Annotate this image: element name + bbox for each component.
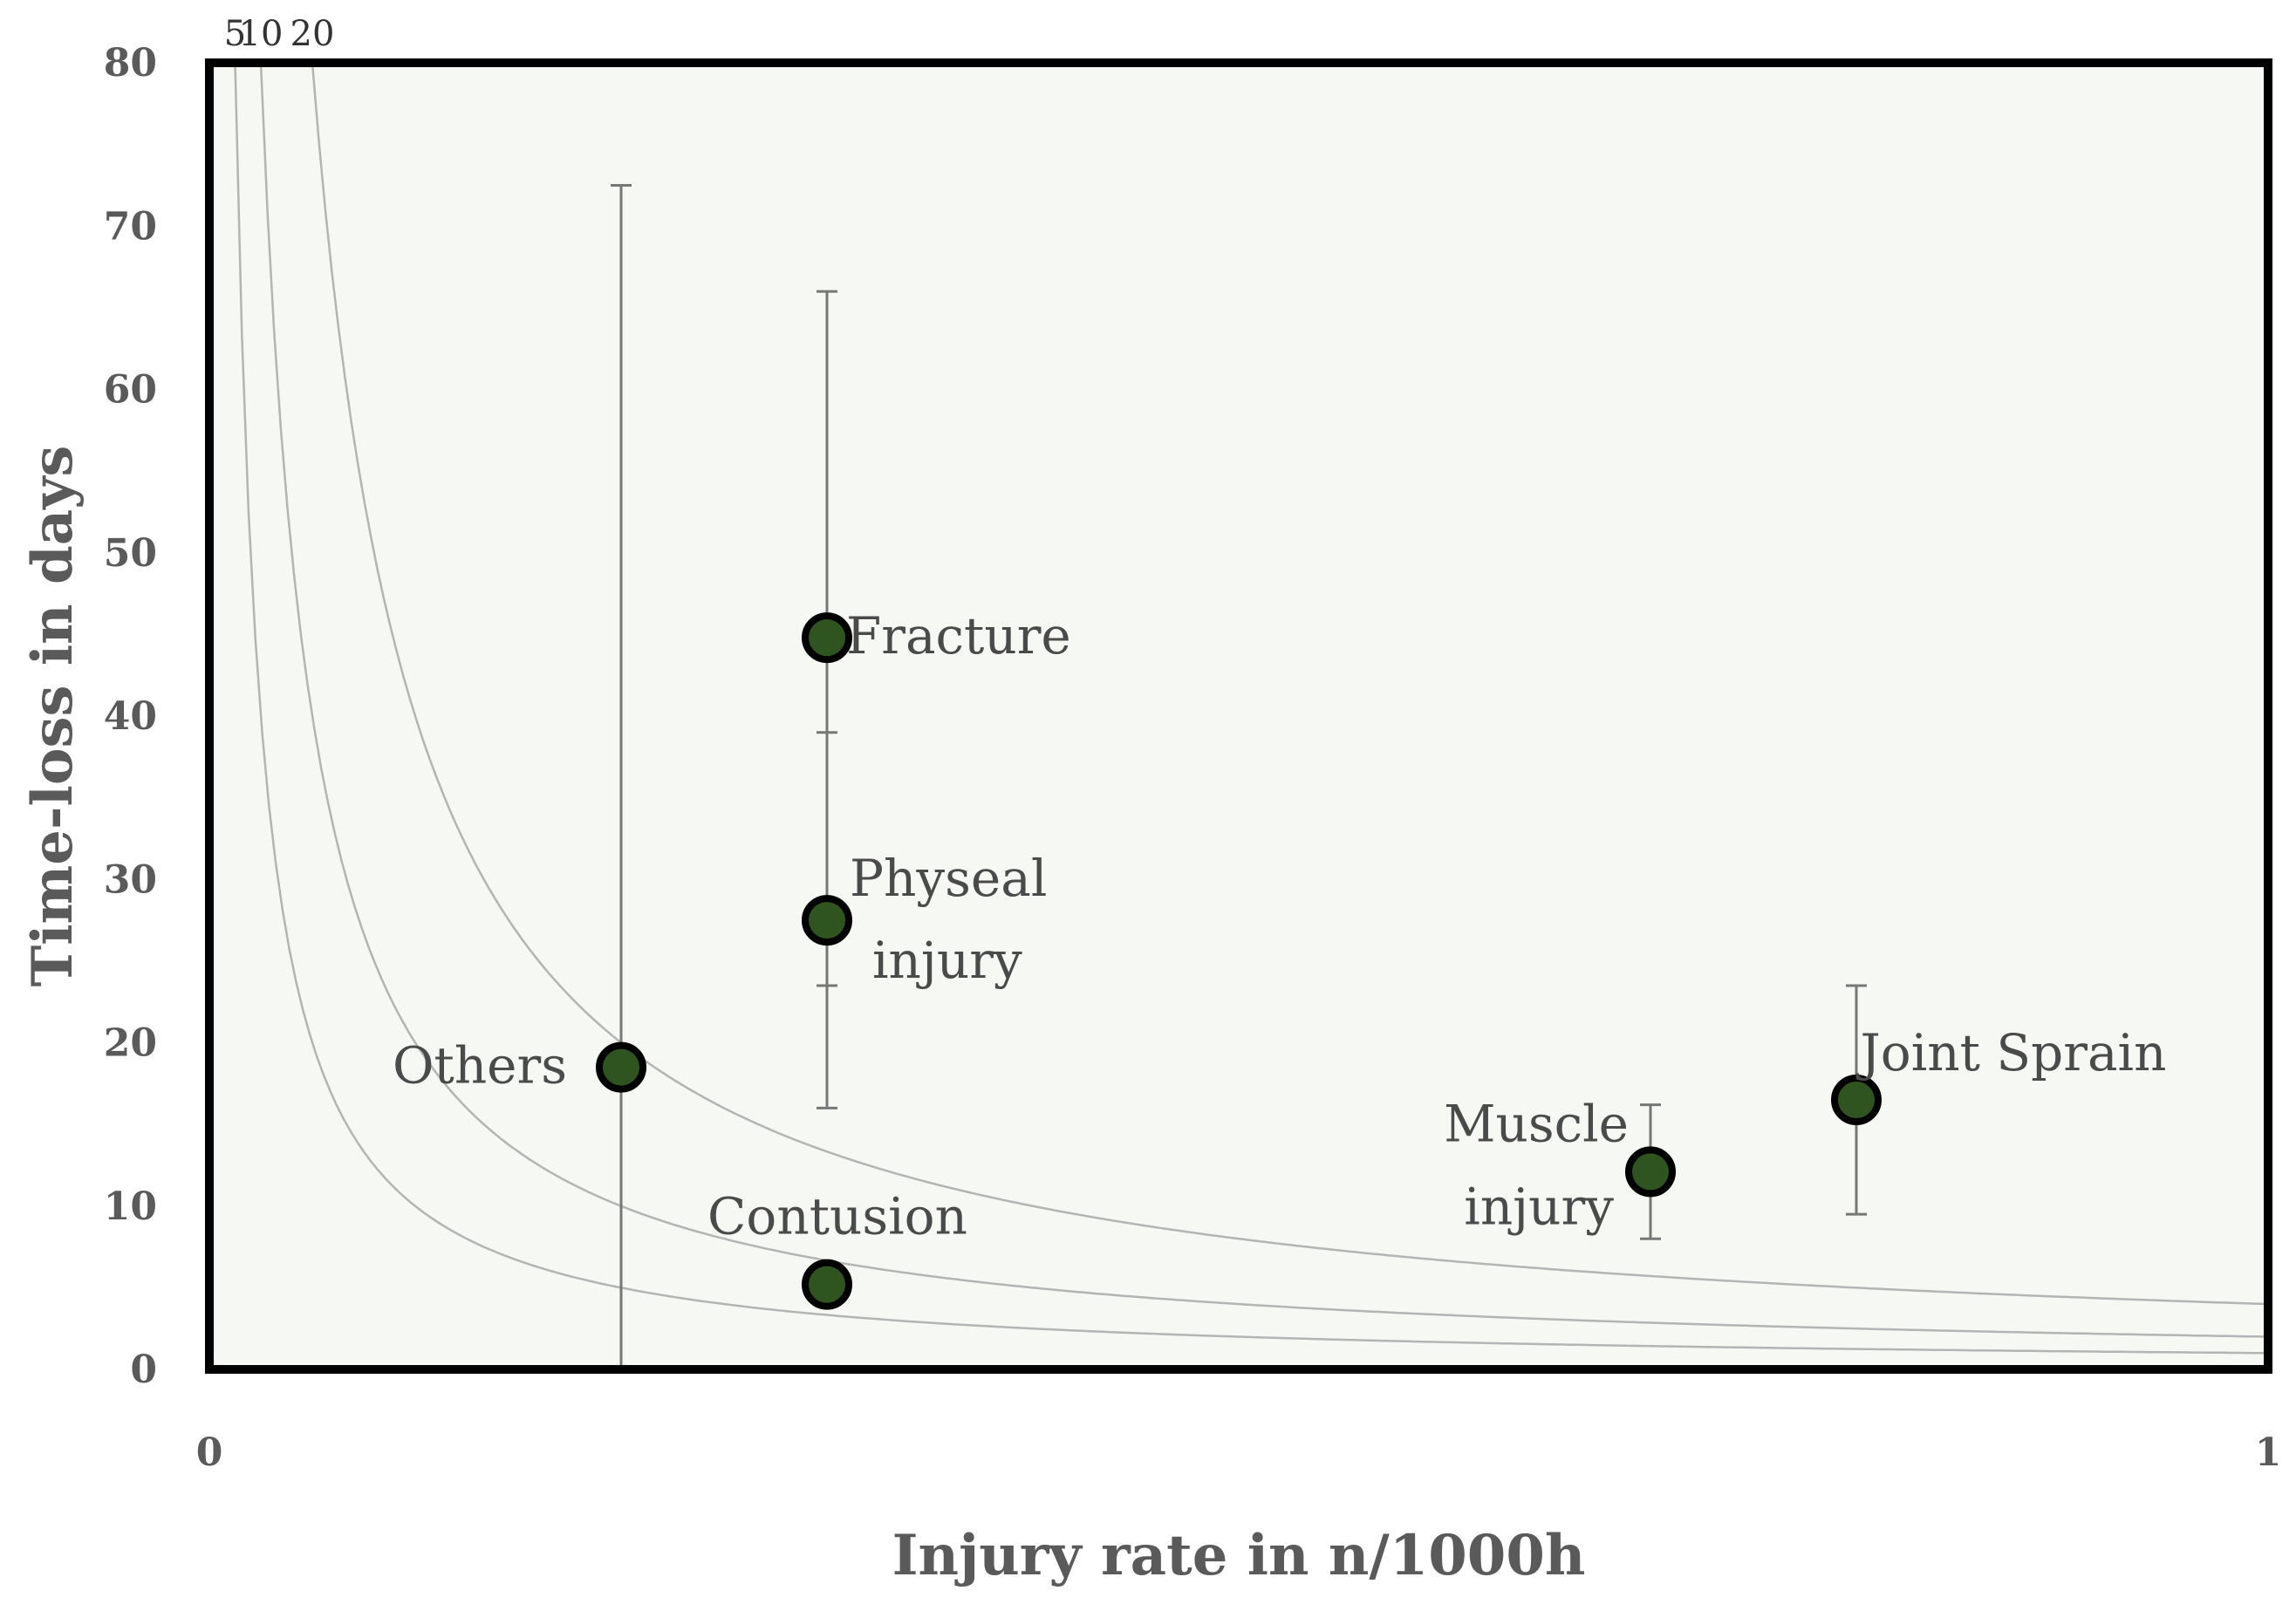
- data-point: [1625, 1146, 1676, 1198]
- point-label-line: Contusion: [707, 1187, 967, 1246]
- plot-frame: [205, 58, 2272, 1374]
- y-tick-label: 40: [104, 694, 157, 739]
- isoline-label: 10: [239, 14, 284, 54]
- point-label: Muscle injury: [1444, 1094, 1629, 1236]
- x-axis-title: Injury rate in n/1000h: [892, 1523, 1586, 1588]
- data-point: [802, 895, 852, 946]
- isoline-label: 5: [224, 14, 246, 54]
- point-labels: Others Fracture Physeal injury Contusion Musc…: [393, 606, 2166, 1246]
- y-tick-label: 70: [104, 204, 157, 249]
- plot-background: [209, 63, 2268, 1369]
- point-label-line: injury: [1464, 1177, 1614, 1236]
- y-tick-label: 0: [130, 1348, 157, 1392]
- point-label: Fracture: [846, 606, 1071, 666]
- isoline: [234, 62, 2269, 1355]
- point-label: Joint Sprain: [1856, 1023, 2167, 1082]
- point-label-line: Others: [393, 1036, 567, 1096]
- data-point: [802, 1259, 852, 1310]
- y-axis-title: Time-loss in days: [20, 446, 85, 987]
- point-label-line: Physeal: [850, 849, 1047, 908]
- point-label-line: Joint Sprain: [1856, 1023, 2167, 1082]
- point-label: Physeal injury: [850, 849, 1047, 990]
- data-point: [1831, 1075, 1882, 1126]
- point-label: Others: [393, 1036, 567, 1096]
- y-tick-label: 20: [104, 1021, 157, 1066]
- point-label-line: Fracture: [846, 606, 1071, 666]
- x-tick-label: 1: [2255, 1430, 2282, 1475]
- y-tick-label: 60: [104, 368, 157, 413]
- isoline-label: 20: [290, 14, 335, 54]
- x-tick-label: 0: [196, 1430, 223, 1475]
- data-point: [596, 1041, 646, 1093]
- y-tick-label: 80: [104, 41, 157, 85]
- data-points: [596, 612, 1882, 1310]
- y-tick-label: 50: [104, 531, 157, 576]
- isoline: [259, 62, 2269, 1338]
- point-label-line: injury: [872, 931, 1022, 990]
- point-label-line: Muscle: [1444, 1094, 1629, 1153]
- point-label: Contusion: [707, 1187, 967, 1246]
- y-tick-label: 10: [104, 1184, 157, 1229]
- y-tick-label: 30: [104, 857, 157, 902]
- y-tick-labels: 0 10 20 30 40 50 60 70 80: [104, 41, 157, 1392]
- isoline-labels: 510 20: [224, 14, 335, 54]
- data-point: [802, 612, 852, 664]
